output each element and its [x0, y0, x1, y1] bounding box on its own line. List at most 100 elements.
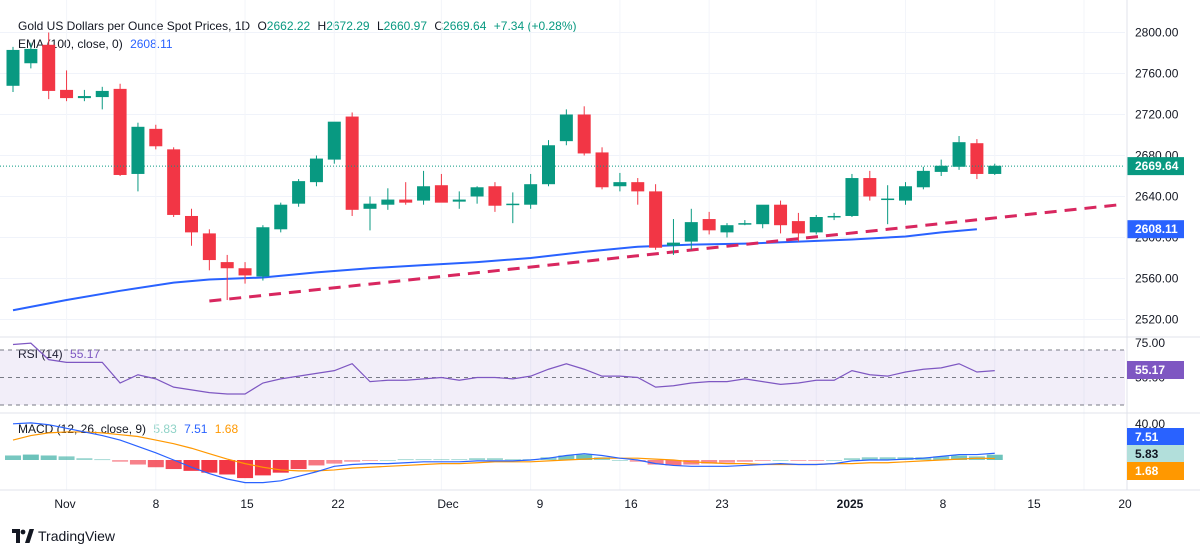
low-value: 2660.97 [383, 19, 428, 33]
macd-histogram-bar [504, 459, 521, 461]
macd-histogram-bar [308, 460, 325, 466]
candle-body [274, 204, 288, 230]
last-price-tag: 2669.64 [1135, 159, 1179, 173]
macd-histogram-bar [576, 454, 593, 460]
macd-histogram-bar [772, 460, 789, 461]
macd-histogram-bar [183, 460, 200, 471]
open-value: 2662.22 [266, 19, 311, 33]
chart-title: Gold US Dollars per Ounce Spot Prices, 1… [18, 19, 251, 33]
candle-body [595, 152, 609, 188]
macd-histogram-bar [558, 455, 575, 460]
macd-signal-tag-bg [1127, 462, 1184, 480]
candle-body [542, 145, 555, 185]
macd-histogram-bar [951, 455, 968, 460]
macd-signal-value: 1.68 [214, 422, 239, 436]
tradingview-logo-icon [12, 529, 34, 543]
macd-histogram-bar [861, 457, 878, 460]
macd-histogram-bar [879, 457, 896, 460]
rsi-tick-label: 75.00 [1135, 336, 1165, 350]
candle-body [666, 242, 680, 246]
macd-histogram-bar [201, 460, 218, 473]
candle-body [899, 186, 912, 201]
rsi-value-tag-bg [1127, 361, 1184, 379]
candle-body [488, 186, 502, 206]
candle-body [238, 268, 252, 276]
high-label: H [317, 19, 327, 33]
time-tick-label: 16 [624, 497, 638, 511]
macd-header: MACD (12, 26, close, 9) 5.83 7.51 1.68 [18, 422, 242, 436]
macd-histogram-bar [379, 460, 396, 461]
candle-body [149, 128, 163, 147]
candle-body [809, 217, 823, 233]
price-tick-label: 2560.00 [1135, 272, 1179, 286]
candle-body [60, 89, 74, 99]
macd-histogram-bar [933, 456, 950, 460]
last-price-tag-bg [1127, 157, 1184, 176]
macd-signal-tag: 1.68 [1135, 464, 1159, 478]
rsi-value: 55.17 [70, 347, 101, 361]
candle-body [77, 96, 91, 99]
candle-body [506, 203, 520, 206]
high-value: 2672.29 [326, 19, 370, 33]
candle-body [185, 215, 198, 233]
candle-body [845, 178, 859, 216]
macd-histogram-bar [344, 460, 361, 462]
candle-body [791, 221, 805, 234]
macd-value-tag-bg [1127, 428, 1184, 446]
ema-price-tag: 2608.11 [1135, 222, 1178, 236]
ema-price-tag-bg [1127, 220, 1184, 239]
macd-histogram-bar [469, 458, 486, 460]
candle-body [131, 126, 145, 174]
candle-body [381, 199, 395, 205]
candle-body [559, 114, 573, 142]
rsi-line [12, 342, 995, 395]
macd-histogram-bar [701, 460, 718, 464]
macd-histogram-bar [326, 460, 343, 464]
macd-histogram-bar [22, 454, 39, 460]
macd-histogram-bar [754, 460, 771, 461]
candle-body [613, 182, 627, 187]
time-tick-label: 8 [153, 497, 160, 511]
candle-body [345, 116, 359, 210]
price-tick-label: 2520.00 [1135, 313, 1179, 327]
macd-histogram-bar [415, 459, 432, 461]
candle-body [934, 165, 948, 172]
price-tick-label: 2720.00 [1135, 108, 1179, 122]
macd-histogram-bar [165, 460, 182, 470]
time-tick-label: 22 [331, 497, 345, 511]
macd-histogram-bar [112, 460, 129, 462]
candle-body [256, 227, 270, 277]
macd-hist-tag: 5.83 [1135, 447, 1159, 461]
tradingview-brand: TradingView [12, 528, 115, 544]
change-value: +7.34 (+0.28%) [493, 19, 577, 33]
time-tick-label: 2025 [837, 497, 864, 511]
time-tick-label: 20 [1118, 497, 1132, 511]
price-tick-label: 2800.00 [1135, 26, 1179, 40]
candle-body [774, 204, 788, 226]
macd-histogram-bar [290, 460, 307, 470]
candle-body [720, 225, 734, 233]
macd-histogram-bar [790, 460, 807, 461]
chart-canvas[interactable]: 2520.002560.002600.002640.002680.002720.… [0, 0, 1200, 525]
macd-hist-tag-bg [1127, 445, 1184, 463]
macd-histogram-bar [736, 460, 753, 462]
candle-body [292, 181, 306, 204]
candle-body [827, 215, 841, 218]
candle-body [24, 48, 38, 64]
candle-body [452, 199, 466, 202]
time-tick-label: 15 [1027, 497, 1041, 511]
candle-body [524, 184, 538, 205]
macd-histogram-bar [808, 460, 825, 461]
price-tick-label: 2760.00 [1135, 67, 1179, 81]
macd-histogram-bar [665, 460, 682, 466]
macd-histogram-bar [147, 460, 164, 468]
candle-body [42, 44, 56, 91]
candle-body [167, 149, 181, 215]
time-tick-label: 8 [940, 497, 947, 511]
candle-body [470, 187, 484, 197]
macd-histogram-bar [219, 460, 236, 475]
candle-body [6, 49, 20, 86]
candle-body [202, 233, 216, 261]
macd-histogram-bar [58, 456, 75, 460]
brand-name: TradingView [38, 528, 116, 544]
